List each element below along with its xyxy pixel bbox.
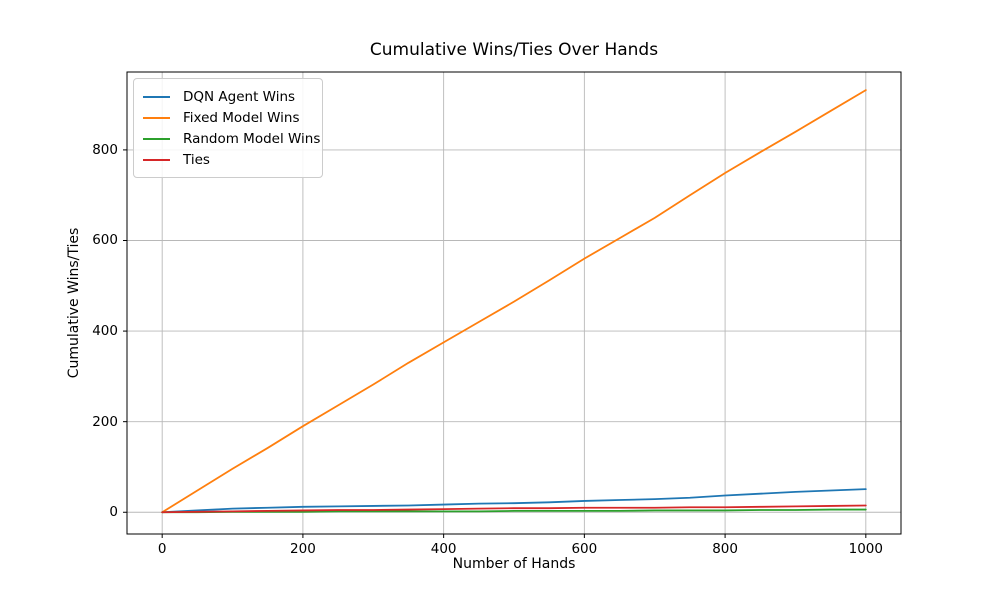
series-line-random-model-wins [161, 508, 867, 514]
x-tick-label: 600 [571, 541, 598, 557]
legend-line-swatch [143, 116, 170, 119]
series-line-dqn-agent-wins [161, 488, 867, 514]
series-line-fixed-model-wins [161, 89, 867, 514]
series-line-ties [161, 504, 867, 514]
legend-label: Fixed Model Wins [183, 109, 300, 126]
legend-line-swatch [143, 95, 170, 98]
legend-line-swatch [143, 137, 170, 140]
y-tick-label: 0 [109, 504, 118, 521]
axes-spines [126, 71, 902, 535]
legend-item-fixed-model-wins: Fixed Model Wins [143, 107, 312, 128]
legend-item-dqn-agent-wins: DQN Agent Wins [143, 86, 312, 107]
x-tick-label: 400 [430, 541, 457, 557]
legend-item-ties: Ties [143, 149, 312, 170]
y-tick-label: 800 [92, 141, 118, 158]
legend-item-random-model-wins: Random Model Wins [143, 128, 320, 149]
legend-label: Random Model Wins [183, 130, 321, 147]
x-tick-label: 0 [157, 541, 167, 557]
x-tick-label: 800 [712, 541, 738, 557]
y-tick-label: 400 [92, 323, 118, 340]
legend-label: Ties [183, 151, 210, 168]
y-axis-label: Cumulative Wins/Ties [66, 227, 82, 379]
legend-label: DQN Agent Wins [183, 88, 296, 105]
y-tick-label: 600 [92, 232, 118, 249]
y-tick-label: 200 [92, 413, 118, 430]
legend: DQN Agent Wins Fixed Model Wins Random Mod… [133, 78, 323, 178]
x-tick-label: 200 [290, 541, 316, 557]
chart-title: Cumulative Wins/Ties Over Hands [369, 40, 659, 60]
legend-line-swatch [143, 158, 170, 161]
x-tick-label: 1000 [848, 541, 883, 557]
x-axis-label: Number of Hands [452, 556, 576, 572]
